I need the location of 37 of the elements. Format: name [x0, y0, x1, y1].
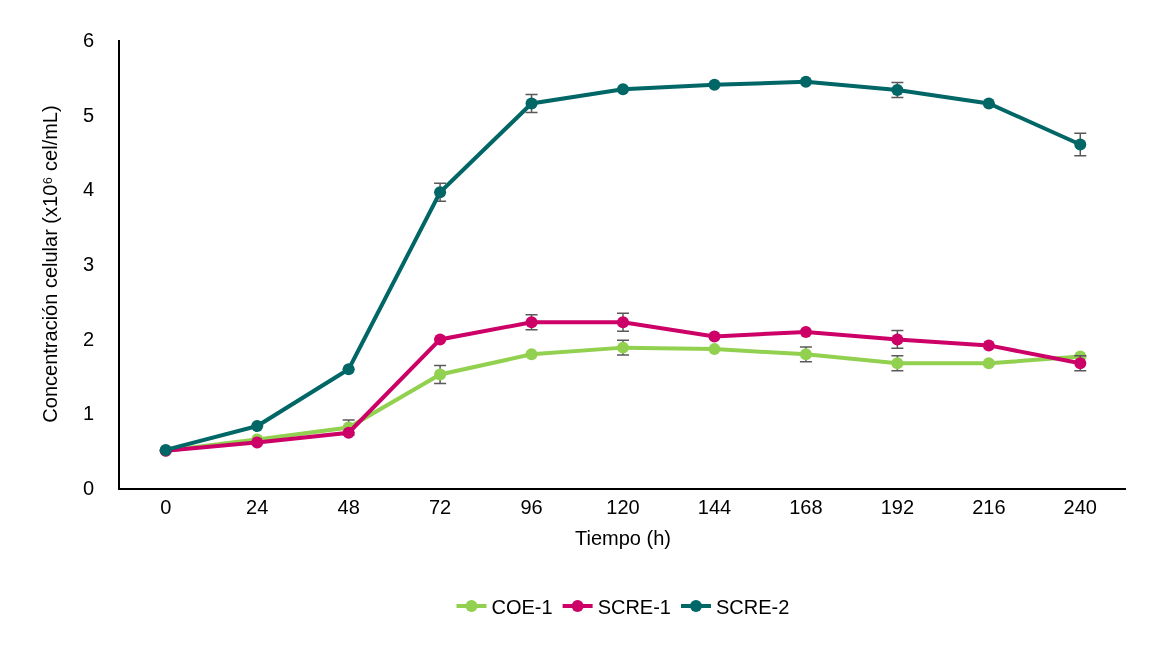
y-tick-label: 0	[82, 477, 94, 499]
legend-label: SCRE-1	[597, 595, 671, 618]
y-tick-label: 5	[82, 103, 94, 126]
point	[251, 420, 264, 433]
x-tick-label: 24	[246, 496, 269, 518]
x-tick-label: 48	[337, 496, 360, 518]
legend-label: COE-1	[491, 595, 553, 618]
y-tick-label: 3	[82, 253, 94, 275]
x-tick-label: 144	[697, 496, 732, 518]
point	[982, 97, 995, 110]
point	[982, 357, 995, 370]
x-tick-label: 216	[972, 496, 1006, 518]
x-axis-title: Tiempo (h)	[575, 527, 671, 549]
x-tick-label: 192	[880, 496, 915, 518]
point	[708, 330, 721, 343]
x-tick-label: 168	[789, 496, 823, 518]
point	[434, 333, 447, 346]
point	[708, 78, 721, 91]
y-tick-label: 2	[82, 327, 94, 350]
point	[525, 348, 538, 361]
point	[342, 363, 355, 376]
point	[1074, 138, 1087, 151]
point	[708, 343, 721, 356]
x-tick-label: 0	[160, 496, 172, 518]
point	[982, 339, 995, 352]
y-tick-label: 6	[82, 29, 94, 51]
point	[799, 325, 812, 338]
point	[617, 83, 629, 96]
x-tick-label: 120	[606, 496, 640, 518]
x-tick-label: 96	[520, 496, 543, 518]
y-tick-label: 1	[82, 402, 94, 425]
legend-label: SCRE-2	[715, 595, 790, 618]
y-axis-title: Concentración celular (x10⁶ cel/mL)	[38, 105, 61, 423]
y-tick-label: 4	[82, 178, 94, 201]
x-tick-label: 72	[428, 496, 452, 518]
x-tick-label: 240	[1063, 496, 1097, 518]
point	[799, 75, 812, 88]
